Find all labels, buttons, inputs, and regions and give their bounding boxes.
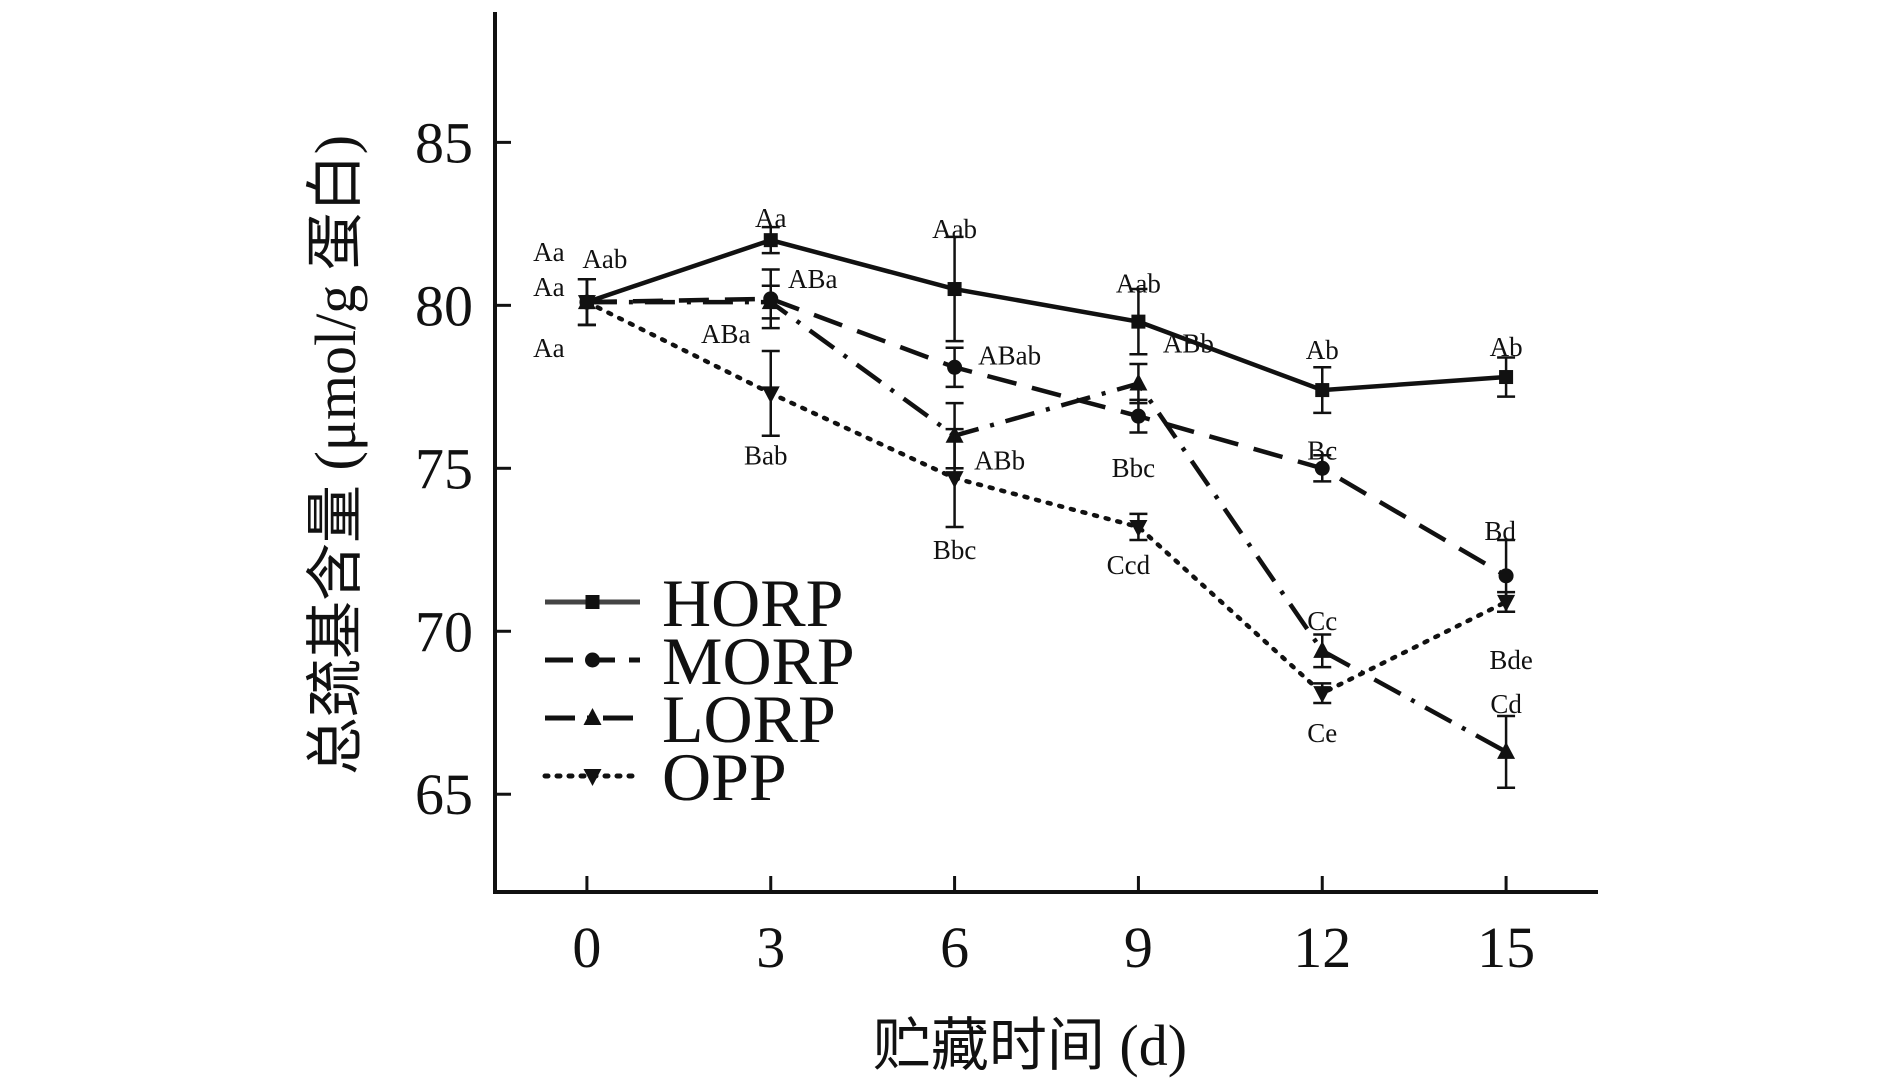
legend-item-horp: HORP: [545, 565, 843, 641]
opp-data-label: Ccd: [1107, 550, 1151, 580]
opp-marker: [1497, 594, 1516, 612]
legend-item-morp: MORP: [545, 623, 855, 699]
y-tick-label: 65: [415, 762, 473, 827]
lorp-marker: [1129, 373, 1148, 391]
lorp-data-label: ABa: [701, 319, 751, 349]
morp-marker: [1498, 568, 1514, 584]
legend-label-morp: MORP: [662, 623, 855, 699]
opp-data-label: Ce: [1307, 718, 1337, 748]
morp-data-label: Bd: [1484, 516, 1516, 546]
y-axis-title: 总巯基含量 (μmol/g 蛋白): [303, 135, 368, 775]
data-labels: Aa Aa Aab Aab Ab Ab Aab ABa ABab Bbc Bc Bd Aa ABa ABb A…: [533, 203, 1533, 748]
lorp-marker: [1313, 640, 1332, 658]
x-tick-label: 15: [1477, 915, 1535, 980]
y-tick-label: 80: [415, 273, 473, 338]
x-tick-label: 12: [1293, 915, 1351, 980]
legend-marker-opp: [583, 769, 602, 786]
y-tick-label: 85: [415, 110, 473, 175]
opp-marker: [1129, 519, 1148, 537]
opp-marker: [577, 295, 596, 313]
horp-data-label: Aab: [932, 214, 977, 244]
morp-marker: [1130, 408, 1146, 424]
lorp-marker: [1497, 741, 1516, 759]
opp-data-label: Bbc: [933, 535, 977, 565]
morp-data-label: Aab: [582, 244, 627, 274]
horp-data-label: Aa: [755, 203, 786, 233]
horp-marker: [763, 233, 778, 248]
horp-marker: [1499, 370, 1514, 385]
opp-marker: [761, 386, 780, 404]
lorp-data-label: ABb: [974, 446, 1025, 476]
axes: 65 70 75 80 85 0 3 6 9 12 15: [415, 12, 1598, 980]
horp-data-label: Aab: [1116, 269, 1161, 299]
x-tick-label: 9: [1124, 915, 1153, 980]
morp-line: [586, 296, 1508, 578]
opp-marker: [945, 471, 964, 489]
horp-data-label: Ab: [1490, 332, 1523, 362]
lorp-series: [577, 278, 1516, 789]
lorp-data-label: Cc: [1307, 606, 1337, 636]
y-tick-label: 70: [415, 599, 473, 664]
horp-marker: [1131, 314, 1146, 329]
horp-marker: [1315, 383, 1330, 398]
legend-marker-lorp: [583, 708, 602, 725]
legend-marker-horp: [585, 595, 600, 609]
series-layer: [577, 225, 1516, 789]
morp-data-label: Bbc: [1112, 453, 1156, 483]
horp-line: [586, 237, 1507, 393]
horp-marker: [947, 282, 962, 297]
legend-marker-morp: [585, 652, 600, 668]
lorp-data-label: Cd: [1490, 689, 1522, 719]
legend-item-opp: OPP: [542, 739, 787, 815]
x-tick-label: 3: [756, 915, 785, 980]
legend-label-horp: HORP: [662, 565, 843, 641]
horp-series: [577, 225, 1516, 415]
morp-marker: [1314, 460, 1330, 476]
opp-data-label: Aa: [533, 333, 564, 363]
horp-data-label: Aa: [533, 237, 564, 267]
morp-data-label: ABa: [788, 264, 838, 294]
opp-data-label: Bab: [744, 440, 788, 470]
opp-marker: [1313, 686, 1332, 704]
horp-data-label: Ab: [1306, 335, 1339, 365]
legend-label-lorp: LORP: [662, 681, 836, 757]
lorp-line: [586, 299, 1508, 754]
legend-item-lorp: LORP: [545, 681, 836, 757]
x-tick-label: 0: [572, 915, 601, 980]
legend-label-opp: OPP: [662, 739, 787, 815]
morp-marker: [947, 359, 963, 375]
lorp-data-label: Aa: [533, 272, 564, 302]
morp-data-label: ABab: [978, 340, 1041, 370]
morp-data-label: Bc: [1307, 435, 1337, 465]
x-axis-title: 贮藏时间 (d): [873, 1013, 1187, 1078]
opp-line: [584, 299, 1509, 696]
opp-data-label: Bde: [1489, 645, 1533, 675]
opp-series: [577, 278, 1516, 705]
lorp-data-label: ABb: [1163, 329, 1214, 359]
y-tick-label: 75: [415, 436, 473, 501]
x-tick-label: 6: [940, 915, 969, 980]
lorp-marker: [761, 292, 780, 310]
